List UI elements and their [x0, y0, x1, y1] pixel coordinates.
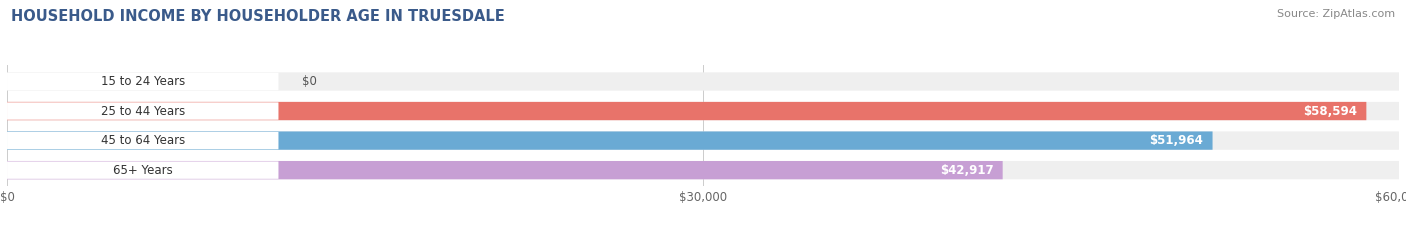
- FancyBboxPatch shape: [7, 132, 278, 149]
- Text: 45 to 64 Years: 45 to 64 Years: [101, 134, 184, 147]
- FancyBboxPatch shape: [7, 73, 278, 90]
- FancyBboxPatch shape: [7, 161, 1399, 179]
- FancyBboxPatch shape: [7, 102, 278, 120]
- FancyBboxPatch shape: [7, 102, 1367, 120]
- FancyBboxPatch shape: [7, 161, 1002, 179]
- Text: $58,594: $58,594: [1303, 105, 1357, 117]
- FancyBboxPatch shape: [7, 131, 1399, 150]
- Text: $51,964: $51,964: [1149, 134, 1204, 147]
- Text: $42,917: $42,917: [939, 164, 994, 177]
- FancyBboxPatch shape: [7, 102, 1399, 120]
- Text: HOUSEHOLD INCOME BY HOUSEHOLDER AGE IN TRUESDALE: HOUSEHOLD INCOME BY HOUSEHOLDER AGE IN T…: [11, 9, 505, 24]
- Text: Source: ZipAtlas.com: Source: ZipAtlas.com: [1277, 9, 1395, 19]
- FancyBboxPatch shape: [7, 131, 1212, 150]
- Text: 25 to 44 Years: 25 to 44 Years: [101, 105, 184, 117]
- FancyBboxPatch shape: [7, 161, 278, 179]
- FancyBboxPatch shape: [7, 72, 1399, 91]
- Text: 15 to 24 Years: 15 to 24 Years: [101, 75, 184, 88]
- Text: 65+ Years: 65+ Years: [112, 164, 173, 177]
- Text: $0: $0: [302, 75, 316, 88]
